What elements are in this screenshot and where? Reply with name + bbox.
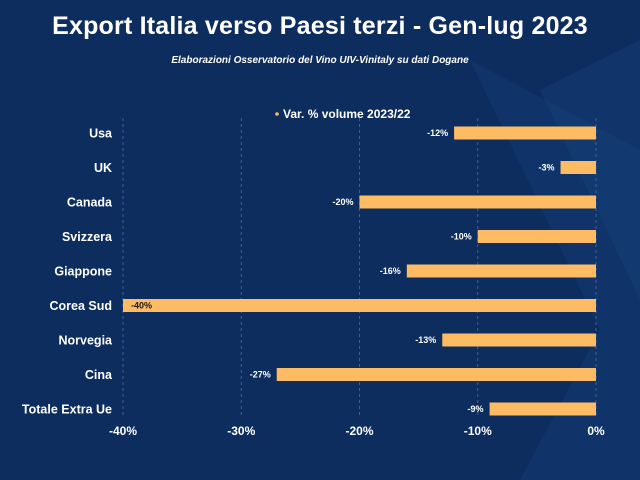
category-label: Usa <box>89 127 113 141</box>
legend-label: Var. % volume 2023/22 <box>283 107 411 121</box>
x-tick-label: -30% <box>227 424 255 438</box>
bar <box>359 195 596 209</box>
value-label: -10% <box>451 232 472 242</box>
legend-marker <box>275 112 279 116</box>
bar <box>276 368 596 381</box>
x-tick-label: 0% <box>587 424 605 438</box>
category-label: Svizzera <box>62 230 113 244</box>
category-label: Totale Extra Ue <box>22 403 112 417</box>
value-label: -3% <box>539 163 555 173</box>
x-tick-label: -10% <box>464 424 492 438</box>
category-label: Giappone <box>54 265 112 279</box>
category-label: Canada <box>67 196 113 210</box>
bar <box>442 333 596 347</box>
category-label: Norvegia <box>59 334 114 348</box>
value-label: -20% <box>332 197 353 207</box>
value-label: -9% <box>468 404 484 414</box>
bar <box>489 402 596 416</box>
value-label: -40% <box>131 301 152 311</box>
bar <box>477 230 596 243</box>
value-label: -13% <box>415 335 436 345</box>
category-label: Corea Sud <box>49 299 112 313</box>
value-label: -27% <box>250 370 271 380</box>
value-label: -12% <box>427 128 448 138</box>
bar <box>406 264 596 278</box>
category-label: UK <box>94 161 112 175</box>
x-tick-label: -20% <box>345 424 373 438</box>
value-label: -16% <box>380 266 401 276</box>
chart-title: Export Italia verso Paesi terzi - Gen-lu… <box>52 12 588 40</box>
bar <box>123 299 596 312</box>
bar <box>454 126 596 140</box>
chart-subtitle: Elaborazioni Osservatorio del Vino UIV-V… <box>171 55 469 66</box>
category-label: Cina <box>85 368 113 382</box>
x-tick-label: -40% <box>109 424 137 438</box>
bar <box>560 161 596 174</box>
